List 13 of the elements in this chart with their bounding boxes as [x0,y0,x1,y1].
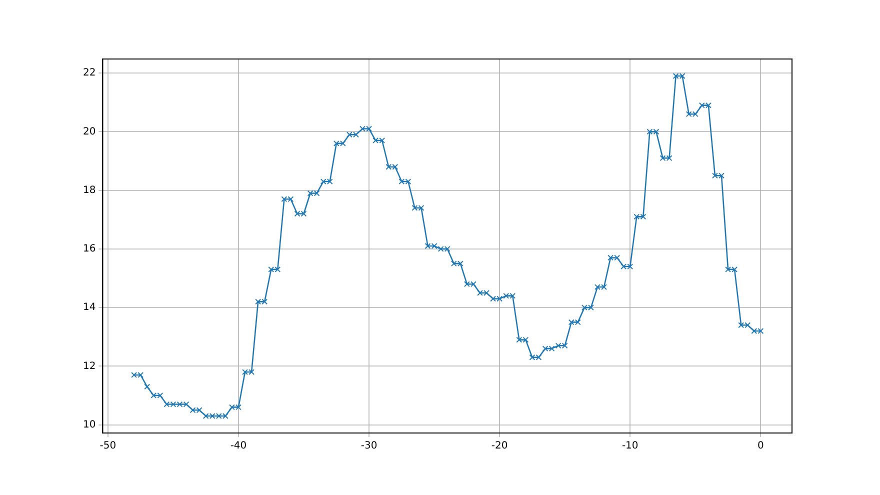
x-tick-label: -20 [491,440,508,452]
x-tick-label: -10 [622,440,638,452]
y-tick-label: 16 [82,244,96,255]
y-tick-label: 12 [82,360,96,372]
x-tick-label: -30 [360,440,378,452]
x-tick-label: 0 [757,440,764,452]
y-tick-label: 20 [82,126,96,138]
x-tick-label: -50 [100,440,116,452]
y-tick-label: 22 [82,68,96,79]
y-tick-label: 18 [82,184,96,196]
x-tick-label: -40 [230,440,247,452]
y-tick-label: 14 [82,302,96,314]
y-tick-label: 10 [82,419,96,430]
